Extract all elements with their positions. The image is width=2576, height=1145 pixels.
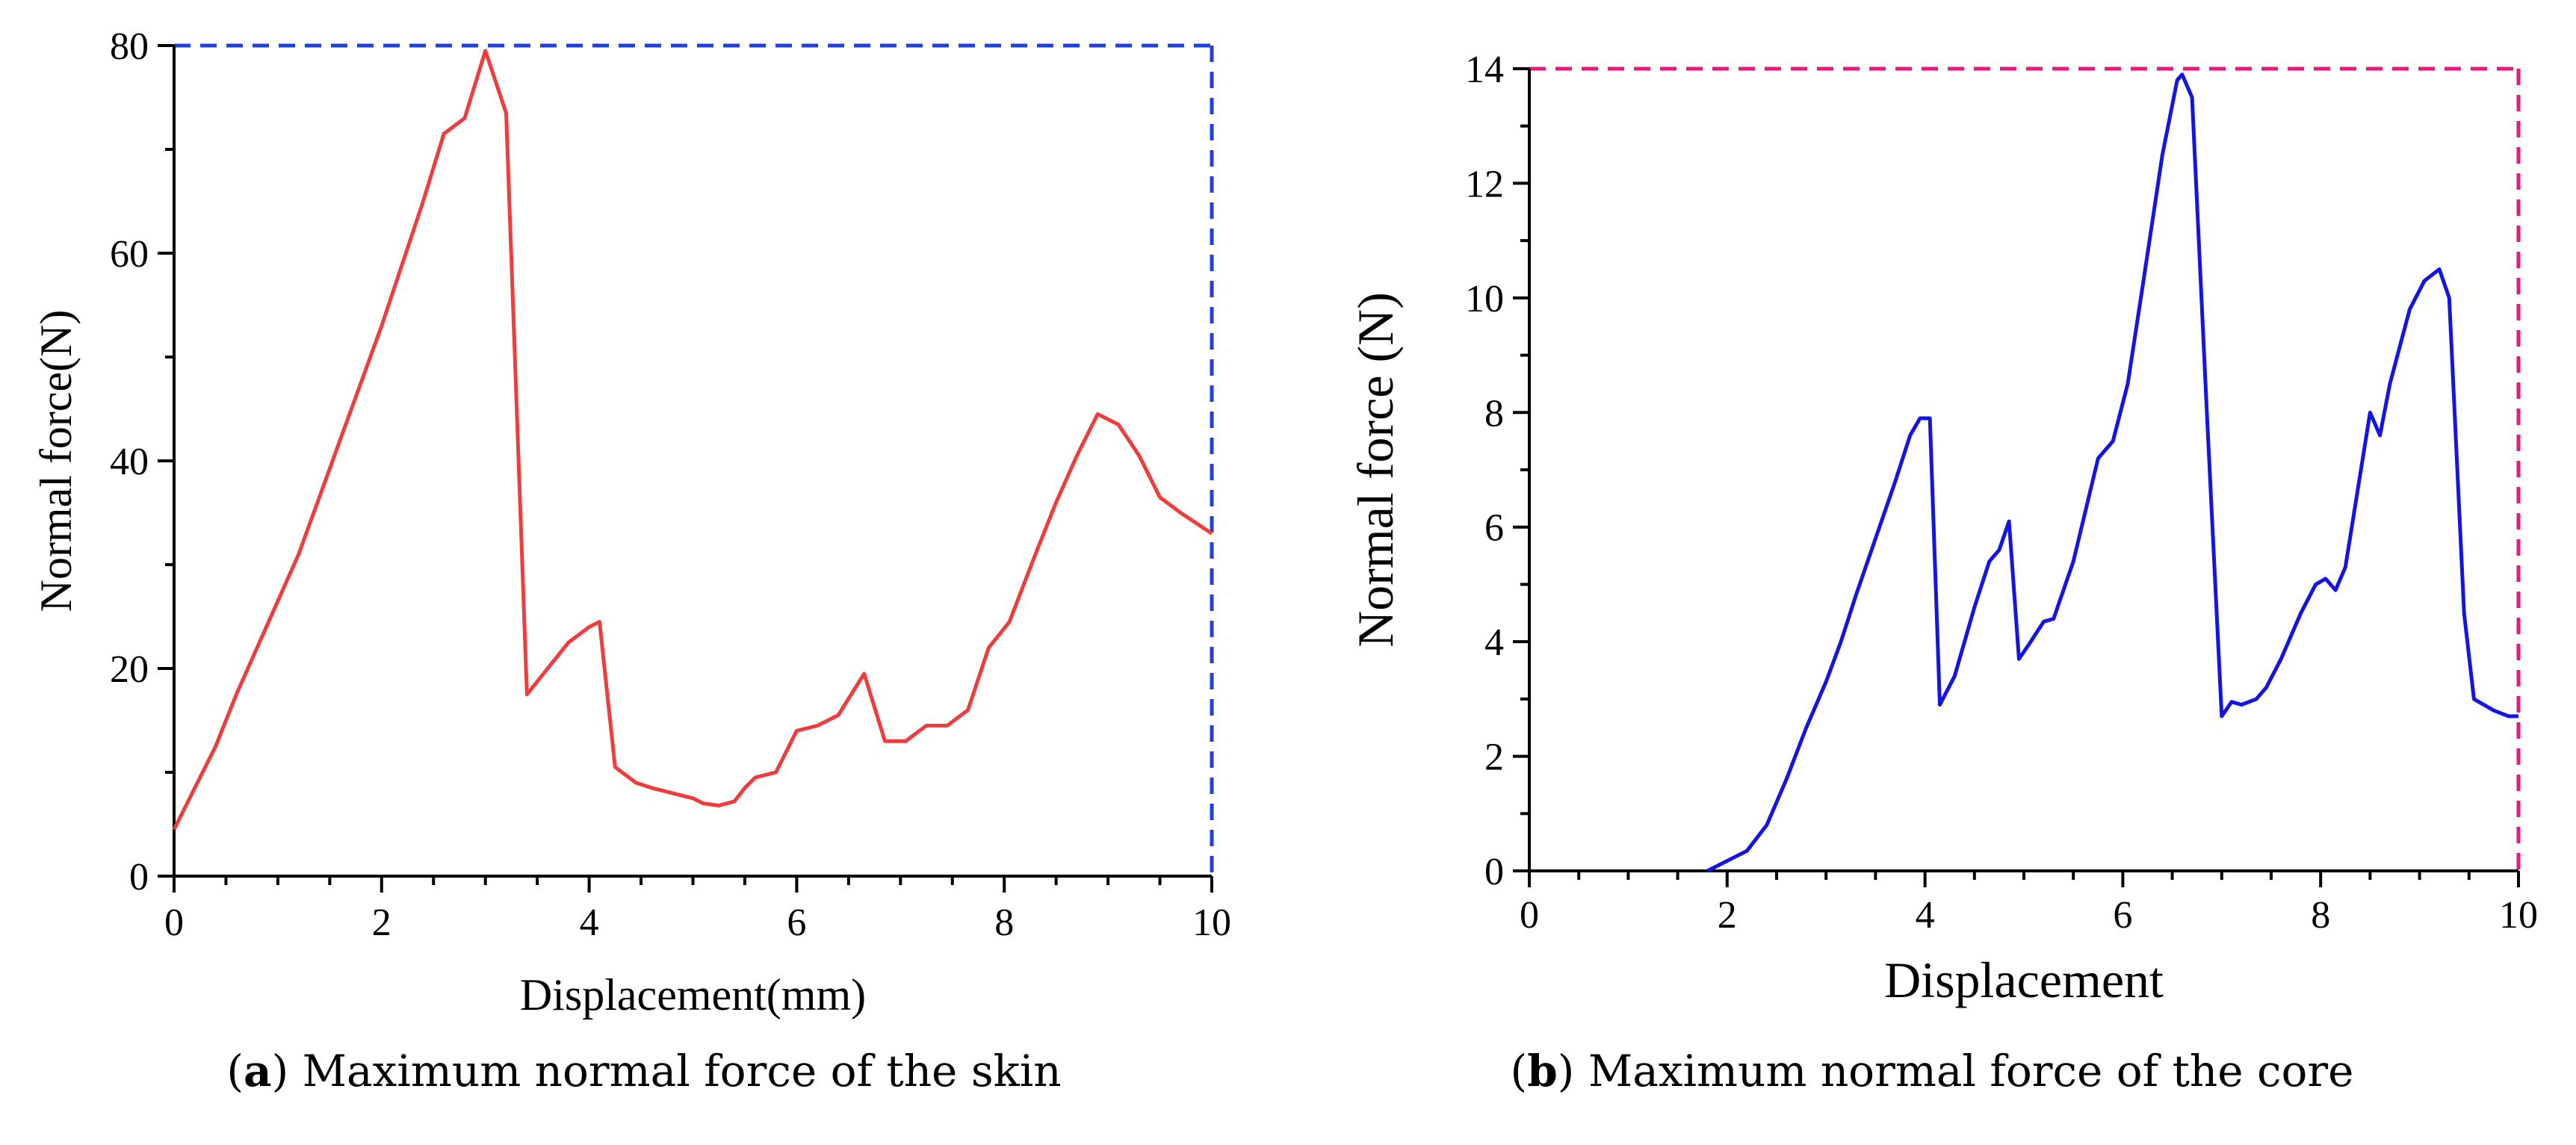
chart-b: 0 2 4 6 8 10 0 2 4 6 8 10 12 14 Displacement Normal for…	[1347, 49, 2538, 1008]
y-tick-label: 0	[129, 856, 149, 899]
y-tick-label: 6	[1484, 507, 1504, 550]
y-tick-label: 8	[1484, 392, 1504, 435]
y-tick-label: 12	[1465, 163, 1504, 205]
y-tick-label: 14	[1465, 49, 1504, 91]
x-tick-label: 4	[580, 902, 599, 944]
series-line-skin	[172, 49, 1213, 831]
caption-b: (b) Maximum normal force of the core	[1510, 1046, 2354, 1096]
x-tick-label: 2	[372, 902, 391, 944]
chart-a: 0 2 4 6 8 10 0 20 40 60 80 Displacement(mm) Normal f…	[31, 25, 1231, 1020]
x-axis-title-b: Displacement	[1884, 952, 2164, 1008]
caption-b-letter: b	[1527, 1046, 1558, 1096]
y-tick-label: 20	[110, 648, 149, 691]
y-tick-label: 2	[1484, 736, 1504, 779]
x-tick-label: 8	[994, 902, 1014, 944]
caption-a-text: ) Maximum normal force of the skin	[271, 1046, 1062, 1096]
x-tick-label: 8	[2311, 894, 2330, 937]
x-tick-label: 4	[1916, 894, 1935, 937]
y-tick-label: 0	[1484, 851, 1504, 893]
y-axis-title-a: Normal force(N)	[31, 310, 81, 612]
y-tick-label: 80	[110, 25, 149, 68]
caption-a: (a) Maximum normal force of the skin	[226, 1046, 1062, 1096]
x-axis-title-a: Displacement(mm)	[520, 970, 866, 1020]
x-tick-label: 6	[787, 902, 806, 944]
y-tick-label: 4	[1484, 621, 1504, 664]
series-line-core	[1706, 72, 2518, 873]
y-tick-label: 40	[110, 441, 149, 483]
y-tick-label: 60	[110, 233, 149, 276]
y-axis-title-b: Normal force (N)	[1347, 292, 1404, 648]
y-tick-label: 10	[1465, 278, 1504, 320]
x-tick-label: 10	[1192, 902, 1231, 944]
x-tick-label: 2	[1718, 894, 1737, 937]
caption-a-letter: a	[243, 1046, 272, 1096]
x-tick-label: 0	[1520, 894, 1539, 937]
chart-panel-b: 0 2 4 6 8 10 0 2 4 6 8 10 12 14 Displacement Normal for…	[1288, 0, 2576, 1145]
chart-panel-a: 0 2 4 6 8 10 0 20 40 60 80 Displacement(mm) Normal f…	[31, 25, 1231, 1096]
caption-b-text: ) Maximum normal force of the core	[1557, 1046, 2354, 1096]
x-tick-label: 0	[164, 902, 184, 944]
x-tick-label: 6	[2113, 894, 2132, 937]
x-tick-label: 10	[2499, 894, 2538, 937]
